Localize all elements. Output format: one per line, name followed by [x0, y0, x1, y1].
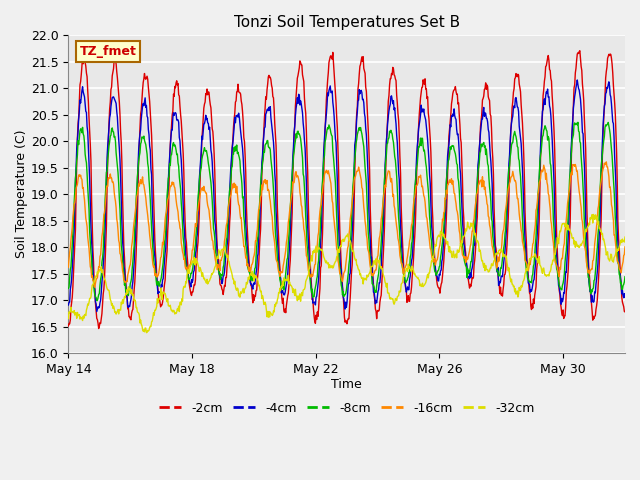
Y-axis label: Soil Temperature (C): Soil Temperature (C) [15, 130, 28, 258]
Title: Tonzi Soil Temperatures Set B: Tonzi Soil Temperatures Set B [234, 15, 460, 30]
X-axis label: Time: Time [332, 379, 362, 392]
Legend: -2cm, -4cm, -8cm, -16cm, -32cm: -2cm, -4cm, -8cm, -16cm, -32cm [154, 397, 540, 420]
Text: TZ_fmet: TZ_fmet [79, 45, 136, 58]
